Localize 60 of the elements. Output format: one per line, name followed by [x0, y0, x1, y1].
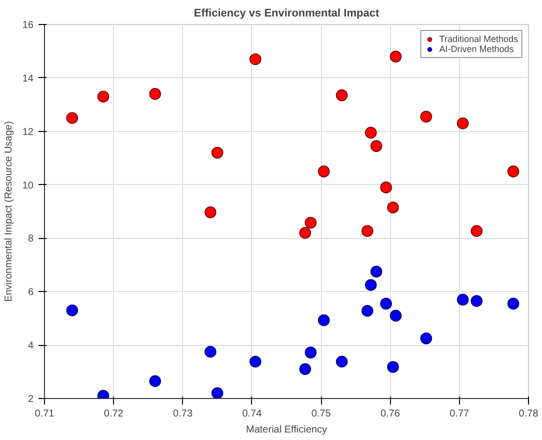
- point: [66, 112, 78, 124]
- legend-label: AI-Driven Methods: [439, 44, 514, 54]
- point: [361, 304, 374, 317]
- x-tick-label: 0.72: [104, 408, 124, 420]
- point: [387, 202, 399, 214]
- point: [299, 363, 312, 376]
- y-axis-title: Environmental Impact (Resource Usage): [3, 121, 14, 302]
- y-tick-label: 10: [22, 180, 34, 192]
- x-tick-label: 0.77: [450, 408, 470, 420]
- point: [336, 89, 348, 102]
- y-tick-label: 16: [22, 20, 34, 31]
- point: [370, 266, 382, 278]
- point: [507, 166, 520, 178]
- point: [380, 182, 392, 194]
- point: [364, 126, 377, 139]
- x-tick-label: 0.75: [311, 408, 332, 420]
- point: [336, 356, 348, 368]
- point: [249, 53, 262, 66]
- point: [249, 356, 262, 368]
- point: [456, 294, 469, 306]
- point: [204, 346, 216, 358]
- point: [318, 166, 330, 178]
- point: [370, 140, 382, 152]
- point: [204, 206, 216, 218]
- point: [390, 310, 402, 322]
- x-tick-label: 0.73: [173, 408, 193, 420]
- point: [470, 225, 483, 237]
- point: [211, 387, 224, 398]
- point: [149, 375, 162, 388]
- point: [420, 110, 432, 123]
- point: [420, 332, 432, 344]
- point: [304, 216, 317, 229]
- y-tick-label: 6: [28, 287, 34, 298]
- y-tick-label: 14: [22, 73, 34, 84]
- y-tick-label: 8: [28, 234, 34, 245]
- point: [470, 295, 483, 307]
- y-tick-label: 2: [28, 394, 34, 405]
- point: [507, 298, 520, 310]
- y-tick-label: 12: [22, 126, 34, 138]
- point: [211, 146, 224, 159]
- legend-label: Traditional Methods: [439, 34, 518, 44]
- x-axis-title: Material Efficiency: [246, 424, 327, 436]
- x-tick-label: 0.74: [242, 408, 262, 420]
- point: [390, 50, 402, 62]
- point: [149, 88, 162, 100]
- point: [387, 361, 399, 373]
- point: [364, 279, 377, 291]
- point: [304, 346, 317, 358]
- y-tick-label: 4: [28, 340, 34, 352]
- x-tick-label: 0.78: [518, 408, 539, 420]
- point: [66, 304, 78, 316]
- point: [361, 225, 374, 237]
- chart-title: Efficiency vs Environmental Impact: [194, 8, 380, 20]
- point: [456, 117, 469, 130]
- x-tick-label: 0.76: [380, 408, 400, 420]
- x-tick-label: 0.71: [34, 408, 55, 420]
- point: [97, 90, 110, 103]
- point: [299, 226, 312, 239]
- point: [380, 298, 392, 310]
- point: [318, 314, 330, 326]
